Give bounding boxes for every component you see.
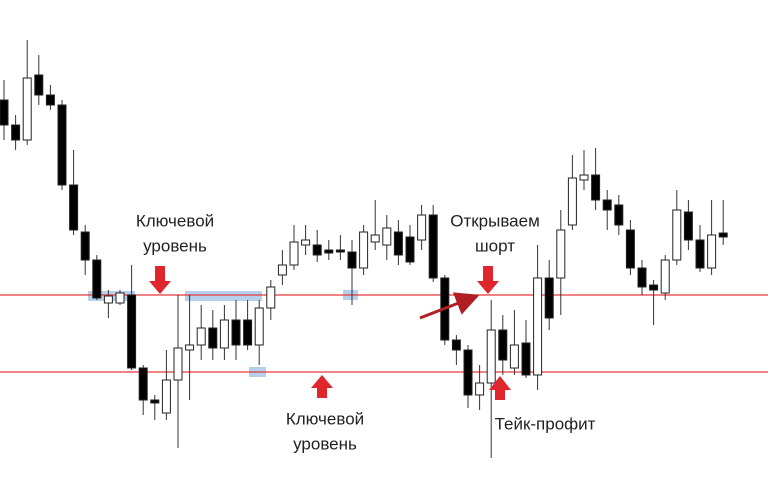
candle-body <box>509 344 519 369</box>
candle-body <box>208 327 218 349</box>
candle-body <box>80 231 90 261</box>
candle-body <box>150 399 160 404</box>
candle-body <box>544 277 554 319</box>
candle-body <box>405 236 415 263</box>
candle-body <box>556 229 566 279</box>
candle-body <box>660 259 670 294</box>
candle-body <box>196 327 206 346</box>
candle-body <box>22 77 32 141</box>
candle-body <box>614 204 624 226</box>
candle-body <box>161 379 171 414</box>
candle-body <box>301 239 311 246</box>
annotations: Ключевой уровень Открываем шорт Ключевой уров… <box>136 211 596 453</box>
candle-body <box>34 74 44 96</box>
candle-body <box>382 227 392 246</box>
candle-body <box>359 231 369 269</box>
candle-body <box>567 177 577 226</box>
candle-body <box>324 249 334 254</box>
candle-body <box>103 295 113 304</box>
candle-body <box>138 367 148 401</box>
candle-body <box>312 244 322 256</box>
candle-body <box>707 234 717 269</box>
highlight <box>185 291 262 301</box>
candle-body <box>718 232 728 238</box>
candle-body <box>57 104 67 186</box>
candle-body <box>475 382 485 396</box>
candle-body <box>637 267 647 288</box>
candle-body <box>486 329 496 384</box>
entry-arrow <box>419 292 480 320</box>
candle-body <box>45 94 55 106</box>
candle-body <box>231 319 241 346</box>
candle-body <box>521 342 531 376</box>
candle-body <box>683 211 693 241</box>
candle-body <box>11 124 21 141</box>
candle-body <box>185 344 195 351</box>
candle-body <box>335 249 345 253</box>
up-arrow <box>311 375 333 398</box>
down-arrow <box>149 266 171 294</box>
candle-body <box>579 174 589 181</box>
candle-body <box>591 174 601 201</box>
candle-body <box>393 231 403 256</box>
candles <box>0 40 728 458</box>
candle-body <box>370 234 380 243</box>
annotation: Тейк-профит <box>495 414 596 433</box>
candle-body <box>277 264 287 276</box>
candle-body <box>649 284 659 291</box>
up-arrow <box>489 376 511 400</box>
candle-body <box>498 329 508 361</box>
candle-body <box>463 349 473 396</box>
annotation: уровень <box>293 434 357 453</box>
candle-body <box>602 199 612 211</box>
arrows <box>149 266 511 400</box>
candle-body <box>533 277 543 376</box>
candle-body <box>243 319 253 346</box>
candle-body <box>173 347 183 381</box>
candle-body <box>347 251 357 269</box>
annotation: шорт <box>475 236 515 255</box>
candle-body <box>417 214 427 241</box>
down-arrow <box>477 266 499 294</box>
candle-body <box>625 229 635 269</box>
candle-body <box>127 294 137 369</box>
candle-body <box>92 259 102 299</box>
candle-body <box>289 241 299 266</box>
candle-body <box>451 339 461 351</box>
annotation: уровень <box>143 236 207 255</box>
candle-body <box>0 99 9 126</box>
candle-body <box>69 184 79 231</box>
candle-body <box>672 209 682 261</box>
candle-body <box>266 286 276 309</box>
candle-body <box>219 319 229 349</box>
annotation: Ключевой <box>136 211 214 230</box>
annotation: Открываем <box>450 211 540 230</box>
candle-body <box>695 239 705 269</box>
candle-body <box>254 307 264 346</box>
annotation: Ключевой <box>286 409 364 428</box>
candle-body <box>115 292 125 304</box>
candle-body <box>428 214 438 279</box>
